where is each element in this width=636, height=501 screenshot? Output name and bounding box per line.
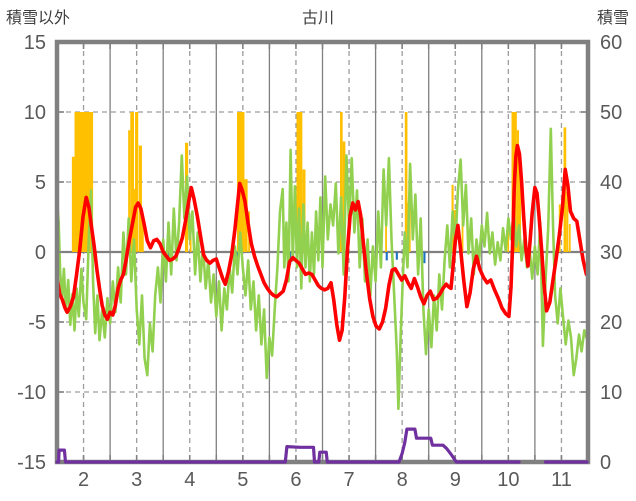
orange-bars-bar	[71, 156, 75, 252]
orange-bars-bar	[138, 145, 142, 252]
right-axis-tick-label: 30	[600, 242, 622, 264]
orange-bars-bar	[128, 130, 131, 252]
orange-bars-bar	[404, 112, 408, 252]
orange-bars-bar	[516, 130, 519, 252]
x-axis-month-label: 7	[343, 469, 354, 491]
right-axis-tick-label: 0	[600, 452, 611, 474]
green-line	[55, 127, 589, 411]
left-axis-caption: 積雪以外	[6, 10, 71, 27]
orange-bars-bar	[568, 224, 571, 252]
orange-bars-bar	[461, 212, 464, 252]
orange-bars-bar	[340, 112, 343, 252]
x-axis-month-label: 2	[78, 469, 89, 491]
blue-bars-bar	[395, 252, 398, 260]
red-line	[55, 143, 589, 343]
x-axis-month-label: 9	[450, 469, 461, 491]
left-axis-tick-label: -5	[28, 312, 46, 334]
right-axis-caption: 積雪	[596, 10, 629, 27]
snow-line-group	[55, 427, 589, 464]
series-lines	[55, 127, 589, 411]
orange-bars-bar	[385, 210, 387, 252]
left-axis-tick-label: 15	[24, 32, 46, 54]
x-axis-month-label: 11	[551, 469, 572, 491]
right-axis-tick-label: 60	[600, 32, 622, 54]
left-axis-tick-label: -10	[17, 382, 46, 404]
blue-bars-bar	[236, 252, 239, 257]
orange-bars-bar	[518, 161, 522, 252]
right-axis-tick-label: 40	[600, 172, 622, 194]
right-axis-tick-label: 10	[600, 382, 622, 404]
left-axis-tick-label: -15	[17, 452, 46, 474]
left-axis-tick-label: 0	[35, 242, 46, 264]
right-axis-tick-label: 20	[600, 312, 622, 334]
orange-bars-bar	[130, 112, 134, 252]
blue-bars-bar	[423, 252, 426, 264]
orange-bars-bar	[507, 222, 510, 252]
x-axis-month-label: 3	[131, 469, 142, 491]
chart-title: 古川	[301, 10, 334, 27]
orange-bars-bar	[342, 141, 346, 252]
x-axis-month-label: 6	[290, 469, 301, 491]
orange-bars-bar	[141, 215, 144, 252]
blue-bars-bar	[385, 252, 388, 261]
left-axis-tick-label: 10	[24, 102, 46, 124]
orange-bars-bar	[189, 232, 192, 252]
orange-bars-bar	[135, 112, 139, 252]
purple-snow-line	[55, 427, 521, 464]
x-axis-month-label: 10	[497, 469, 519, 491]
orange-bars-bar	[296, 112, 303, 252]
left-axis-tick-label: 5	[35, 172, 46, 194]
right-axis-tick-label: 50	[600, 102, 622, 124]
x-axis-month-label: 4	[184, 469, 195, 491]
x-axis-month-label: 5	[237, 469, 248, 491]
orange-bars-bar	[566, 191, 569, 252]
x-axis-month-label: 8	[397, 469, 408, 491]
